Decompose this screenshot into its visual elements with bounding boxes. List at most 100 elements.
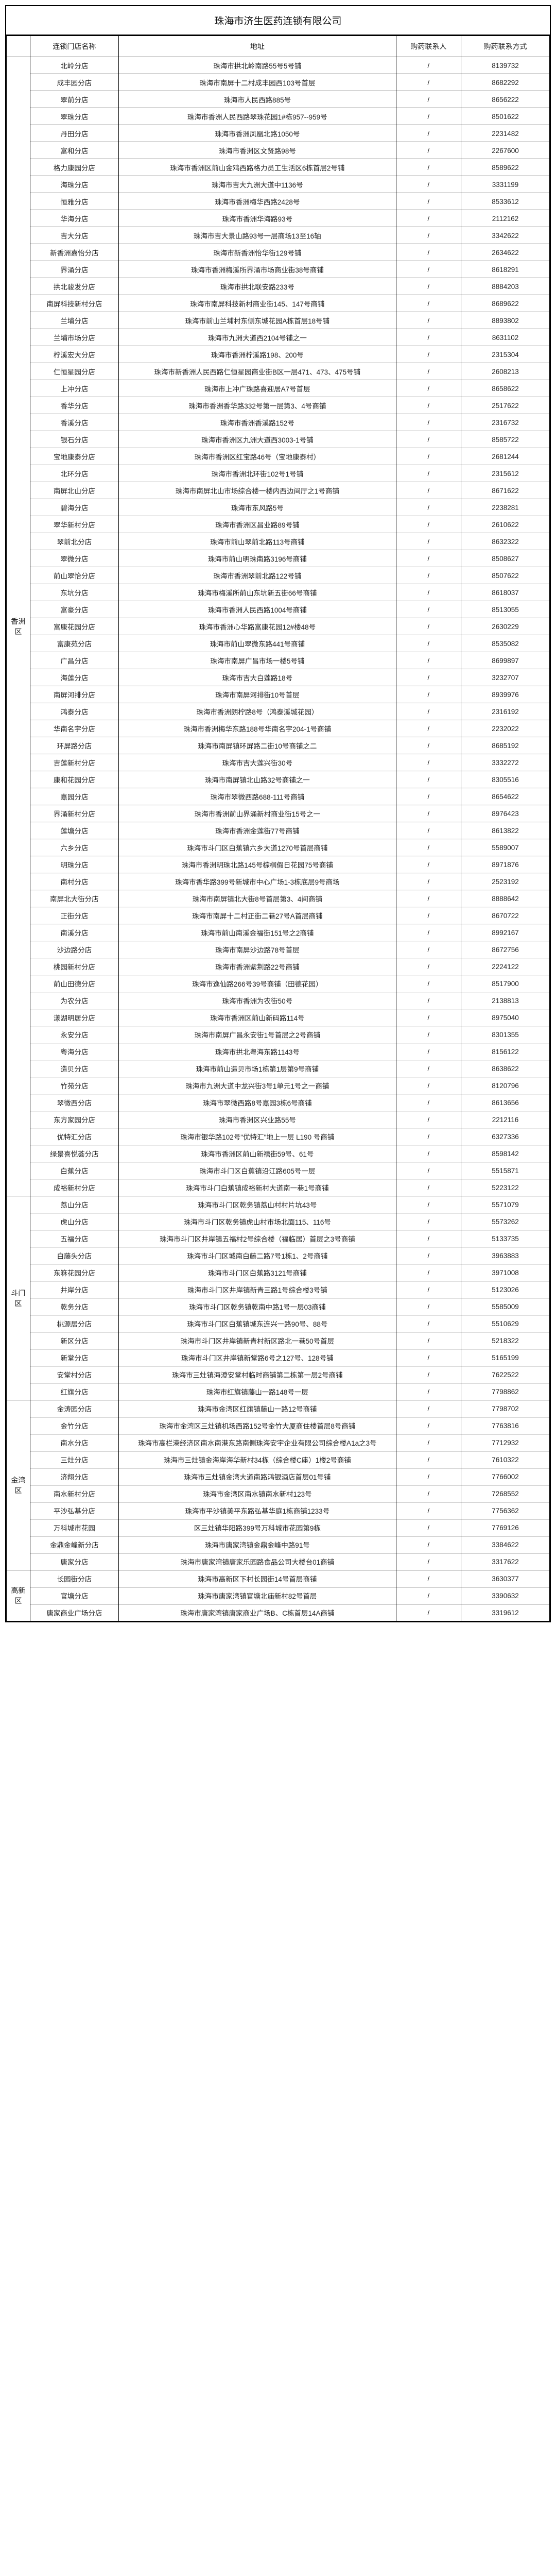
- store-address-cell: 珠海市吉大九洲大道中1136号: [118, 176, 396, 193]
- store-contact-person-cell: /: [396, 1553, 461, 1570]
- store-name-cell: 平沙弘基分店: [30, 1502, 118, 1519]
- store-name-cell: 乾务分店: [30, 1298, 118, 1315]
- store-name-cell: 竹苑分店: [30, 1077, 118, 1094]
- store-name-cell: 东箖花园分店: [30, 1264, 118, 1281]
- store-address-cell: 珠海市香洲翠前北路122号铺: [118, 567, 396, 584]
- table-row: 香洲区 北岭分店 珠海市拱北岭南路55号5号铺/8139732: [7, 57, 550, 74]
- store-address-cell: 珠海市唐家湾镇唐家商业广场B、C栋首层14A商铺: [118, 1604, 396, 1621]
- store-contact-person-cell: /: [396, 159, 461, 176]
- table-row: 白藤头分店 珠海市斗门区城南白藤二路7号1栋1、2号商铺/3963883: [7, 1247, 550, 1264]
- store-contact-person-cell: /: [396, 482, 461, 499]
- table-row: 前山翠怡分店 珠海市香洲翠前北路122号铺/8507622: [7, 567, 550, 584]
- store-address-cell: 珠海市香洲区前山新码路114号: [118, 1009, 396, 1026]
- store-name-cell: 华南名宇分店: [30, 720, 118, 737]
- table-row: 华海分店 珠海市香洲华海路93号/2112162: [7, 210, 550, 227]
- table-row: 界涌分店 珠海市香洲梅溪所界涌市场商业街38号商铺/8618291: [7, 261, 550, 278]
- table-row: 翠前分店 珠海市人民西路885号/8656222: [7, 91, 550, 108]
- store-phone-cell: 6327336: [461, 1128, 549, 1145]
- store-phone-cell: 5515871: [461, 1162, 549, 1179]
- table-row: 南水新村分店 珠海市金湾区南水镇南水新村123号/7268552: [7, 1485, 550, 1502]
- store-contact-person-cell: /: [396, 1094, 461, 1111]
- table-row: 前山田德分店 珠海市逸仙路266号39号商铺（田德花园）/8517900: [7, 975, 550, 992]
- store-contact-person-cell: /: [396, 125, 461, 142]
- table-row: 桃源居分店 珠海市斗门区白蕉镇城东连兴一路90号、88号/5510629: [7, 1315, 550, 1332]
- store-address-cell: 珠海市翠微西路688-111号商铺: [118, 788, 396, 805]
- store-phone-cell: 5133735: [461, 1230, 549, 1247]
- table-row: 万科城市花园 区三灶镇华阳路399号万科城市花园第9栋/7769126: [7, 1519, 550, 1536]
- store-name-cell: 北环分店: [30, 465, 118, 482]
- store-contact-person-cell: /: [396, 57, 461, 74]
- store-name-cell: 华海分店: [30, 210, 118, 227]
- store-phone-cell: 3332272: [461, 754, 549, 771]
- store-phone-cell: 3319612: [461, 1604, 549, 1621]
- table-row: 南屏河排分店 珠海市南屏河排街10号首层/8939976: [7, 686, 550, 703]
- store-name-cell: 新区分店: [30, 1332, 118, 1349]
- store-contact-person-cell: /: [396, 1043, 461, 1060]
- store-phone-cell: 8613656: [461, 1094, 549, 1111]
- store-contact-person-cell: /: [396, 584, 461, 601]
- store-name-cell: 六乡分店: [30, 839, 118, 856]
- store-address-cell: 珠海市斗门区乾务镇荔山村村片坑43号: [118, 1196, 396, 1213]
- store-name-cell: 唐家分店: [30, 1553, 118, 1570]
- store-address-cell: 珠海市唐家湾镇唐家乐园路食品公司大楼台01商铺: [118, 1553, 396, 1570]
- store-phone-cell: 7766002: [461, 1468, 549, 1485]
- store-name-cell: 新堂分店: [30, 1349, 118, 1366]
- table-row: 高新区 长园街分店 珠海市高新区下村长园街14号首层商铺/3630377: [7, 1570, 550, 1587]
- store-name-cell: 金涛园分店: [30, 1400, 118, 1417]
- store-name-cell: 优特汇分店: [30, 1128, 118, 1145]
- store-contact-person-cell: /: [396, 754, 461, 771]
- store-phone-cell: 5510629: [461, 1315, 549, 1332]
- store-name-cell: 拱北骏发分店: [30, 278, 118, 295]
- region-label: 香洲区: [7, 57, 30, 1196]
- store-address-cell: 珠海市拱北联安路233号: [118, 278, 396, 295]
- store-phone-cell: 7610322: [461, 1451, 549, 1468]
- store-contact-person-cell: /: [396, 1604, 461, 1621]
- region-label: 高新区: [7, 1570, 30, 1621]
- store-contact-person-cell: /: [396, 635, 461, 652]
- store-phone-cell: 8598142: [461, 1145, 549, 1162]
- table-row: 虎山分店 珠海市斗门区乾务镇虎山村市场北面115、116号/5573262: [7, 1213, 550, 1230]
- store-address-cell: 珠海市前山造贝市场1栋第1层第9号商铺: [118, 1060, 396, 1077]
- store-contact-person-cell: /: [396, 431, 461, 448]
- table-body: 香洲区 北岭分店 珠海市拱北岭南路55号5号铺/8139732 成丰园分店 珠海市南屏十…: [7, 57, 550, 1621]
- table-row: 金鼎金峰新分店 珠海市唐家湾镇金鼎金峰中路91号/3384622: [7, 1536, 550, 1553]
- store-phone-cell: 8301355: [461, 1026, 549, 1043]
- store-contact-person-cell: /: [396, 312, 461, 329]
- store-name-cell: 粤海分店: [30, 1043, 118, 1060]
- store-contact-person-cell: /: [396, 380, 461, 397]
- store-contact-person-cell: /: [396, 176, 461, 193]
- store-address-cell: 珠海市斗门区城南白藤二路7号1栋1、2号商铺: [118, 1247, 396, 1264]
- store-address-cell: 珠海市南屏广昌永安街1号首层之2号商铺: [118, 1026, 396, 1043]
- table-row: 富和分店 珠海市香洲区文贤路98号/2267600: [7, 142, 550, 159]
- store-name-cell: 仁恒星园分店: [30, 363, 118, 380]
- table-row: 界涌新村分店 珠海市香洲前山界涌新村商业街15号之一/8976423: [7, 805, 550, 822]
- store-address-cell: 珠海市拱北岭南路55号5号铺: [118, 57, 396, 74]
- store-phone-cell: 3630377: [461, 1570, 549, 1587]
- store-phone-cell: 8893802: [461, 312, 549, 329]
- store-name-cell: 正街分店: [30, 907, 118, 924]
- store-name-cell: 海莲分店: [30, 669, 118, 686]
- store-name-cell: 济翔分店: [30, 1468, 118, 1485]
- store-address-cell: 珠海市香洲区前山新禧街59号、61号: [118, 1145, 396, 1162]
- table-row: 红旗分店 珠海市红旗镇藤山一路148号一层/7798862: [7, 1383, 550, 1400]
- store-address-cell: 珠海市香洲凤凰北路1050号: [118, 125, 396, 142]
- store-name-cell: 为农分店: [30, 992, 118, 1009]
- store-phone-cell: 8658622: [461, 380, 549, 397]
- store-phone-cell: 5218322: [461, 1332, 549, 1349]
- table-row: 海莲分店 珠海市吉大白莲路18号/3232707: [7, 669, 550, 686]
- table-row: 南水分店 珠海市高栏港经济区南水南港东路南侧珠海安宇企业有限公司综合楼A1a之3号…: [7, 1434, 550, 1451]
- store-address-cell: 珠海市南屏沙边路78号首层: [118, 941, 396, 958]
- table-row: 北环分店 珠海市香洲北环街102号1号铺/2315612: [7, 465, 550, 482]
- store-address-cell: 珠海市香洲前山界涌新村商业街15号之一: [118, 805, 396, 822]
- store-address-cell: 珠海市香洲紫荆路22号商铺: [118, 958, 396, 975]
- store-contact-person-cell: /: [396, 550, 461, 567]
- store-name-cell: 海珠分店: [30, 176, 118, 193]
- store-contact-person-cell: /: [396, 1587, 461, 1604]
- store-name-cell: 南屏河排分店: [30, 686, 118, 703]
- store-phone-cell: 8689622: [461, 295, 549, 312]
- store-contact-person-cell: /: [396, 499, 461, 516]
- store-address-cell: 珠海市香洲区文贤路98号: [118, 142, 396, 159]
- store-address-cell: 珠海市香洲人民西路1004号商铺: [118, 601, 396, 618]
- store-address-cell: 珠海市人民西路885号: [118, 91, 396, 108]
- store-name-cell: 安堂村分店: [30, 1366, 118, 1383]
